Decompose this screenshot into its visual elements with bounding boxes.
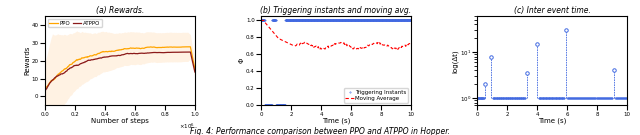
Moving Average <box>401 45 408 46</box>
X-axis label: Time (s): Time (s) <box>538 118 566 124</box>
Triggering Instants <box>261 104 269 106</box>
Moving Average <box>395 47 403 49</box>
Moving Average <box>257 20 265 21</box>
Y-axis label: Φ: Φ <box>239 58 244 63</box>
Line: Triggering Instants: Triggering Instants <box>260 20 412 106</box>
Triggering Instants <box>387 20 394 21</box>
Triggering Instants <box>266 104 274 106</box>
ATPPO <box>191 71 199 73</box>
Triggering Instants <box>407 20 415 21</box>
Moving Average <box>407 43 415 45</box>
ATPPO <box>130 53 138 54</box>
ATPPO <box>41 90 49 92</box>
Title: (b) Triggering instants and moving avg.: (b) Triggering instants and moving avg. <box>260 6 412 15</box>
Moving Average <box>285 43 292 44</box>
Moving Average <box>297 43 305 44</box>
Line: ATPPO: ATPPO <box>45 52 195 91</box>
Title: (c) Inter event time.: (c) Inter event time. <box>514 6 591 15</box>
Text: Fig. 4: Performance comparison between PPO and ATPPO in Hopper.: Fig. 4: Performance comparison between P… <box>190 127 450 135</box>
Line: PPO: PPO <box>45 47 195 89</box>
PPO <box>131 48 138 49</box>
PPO <box>177 46 185 48</box>
Triggering Instants <box>371 20 379 21</box>
PPO <box>41 88 49 90</box>
X-axis label: Number of steps: Number of steps <box>91 118 148 124</box>
Y-axis label: Rewards: Rewards <box>24 46 30 75</box>
Moving Average <box>263 24 271 26</box>
PPO <box>133 47 141 49</box>
Title: (a) Rewards.: (a) Rewards. <box>96 6 144 15</box>
Moving Average <box>266 28 274 29</box>
PPO <box>42 88 49 90</box>
Legend: PPO, ATPPO: PPO, ATPPO <box>47 19 102 27</box>
Y-axis label: log(Δt): log(Δt) <box>452 49 458 73</box>
Triggering Instants <box>257 20 265 21</box>
ATPPO <box>42 90 49 91</box>
ATPPO <box>177 51 185 53</box>
ATPPO <box>133 53 141 54</box>
Moving Average <box>316 49 324 50</box>
Triggering Instants <box>348 20 356 21</box>
ATPPO <box>168 52 175 53</box>
Legend: Triggering Instants, Moving Average: Triggering Instants, Moving Average <box>344 88 408 102</box>
ATPPO <box>131 53 138 54</box>
Line: Moving Average: Moving Average <box>261 20 411 50</box>
Text: $\times 10^6$: $\times 10^6$ <box>179 121 195 131</box>
Triggering Instants <box>344 20 352 21</box>
PPO <box>168 46 175 48</box>
PPO <box>130 47 138 49</box>
X-axis label: Time (s): Time (s) <box>322 118 350 124</box>
PPO <box>186 46 194 48</box>
Triggering Instants <box>353 20 360 21</box>
ATPPO <box>186 51 194 53</box>
PPO <box>191 68 199 70</box>
